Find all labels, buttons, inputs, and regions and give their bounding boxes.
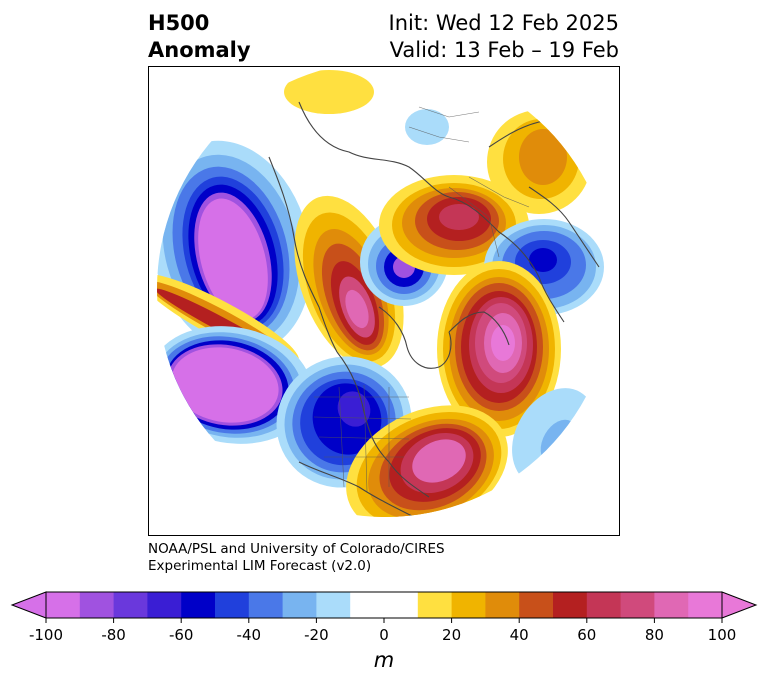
colorbar-tick-label: -40 xyxy=(237,626,262,644)
colorbar-swatch xyxy=(46,592,81,618)
colorbar-swatch xyxy=(79,592,115,618)
colorbar-tick-label: 60 xyxy=(577,626,596,644)
credit-line-2: Experimental LIM Forecast (v2.0) xyxy=(148,558,372,574)
colorbar-swatch xyxy=(147,592,182,618)
colorbar-swatch xyxy=(451,592,486,618)
credit-text: NOAA/PSL and University of Colorado/CIRE… xyxy=(148,541,445,575)
valid-range: Valid: 13 Feb – 19 Feb xyxy=(389,38,619,62)
colorbar-swatch xyxy=(384,592,419,618)
colorbar-swatch xyxy=(519,592,554,618)
colorbar-tick-label: -20 xyxy=(304,626,329,644)
init-date: Init: Wed 12 Feb 2025 xyxy=(388,11,619,35)
colorbar-unit: m xyxy=(373,648,395,672)
colorbar-swatch xyxy=(620,592,655,618)
colorbar-swatch xyxy=(553,592,588,618)
colorbar-tick-label: -60 xyxy=(169,626,194,644)
anomaly-field xyxy=(157,70,604,517)
credit-line-1: NOAA/PSL and University of Colorado/CIRE… xyxy=(148,541,445,557)
title-right: Init: Wed 12 Feb 2025 Valid: 13 Feb – 19… xyxy=(389,10,619,64)
colorbar-tick-label: 80 xyxy=(645,626,664,644)
colorbar-swatch xyxy=(113,592,148,618)
colorbar-swatch xyxy=(586,592,622,618)
positive-anomaly-east-europe xyxy=(487,110,591,214)
map-canvas xyxy=(157,70,604,517)
positive-anomaly-se-us xyxy=(346,405,508,517)
colorbar-swatch xyxy=(350,592,385,618)
anomaly-map xyxy=(148,66,620,536)
colorbar: -100 -80 -60 -40 -20 0 20 40 60 80 100 xyxy=(10,591,758,644)
negative-anomaly-small xyxy=(405,109,449,145)
political-borders xyxy=(313,106,530,493)
colorbar-swatch xyxy=(181,592,216,618)
colorbar-swatch xyxy=(282,592,317,618)
colorbar-swatch xyxy=(417,592,453,618)
colorbar-min-arrow xyxy=(10,591,47,619)
colorbar-swatch xyxy=(688,592,723,618)
colorbar-swatch xyxy=(215,592,250,618)
title-anomaly: Anomaly xyxy=(148,38,251,62)
colorbar-tick-label: 100 xyxy=(708,626,737,644)
colorbar-swatch xyxy=(248,592,284,618)
colorbar-swatch xyxy=(316,592,351,618)
colorbar-tick-label: 0 xyxy=(379,626,389,644)
positive-anomaly-scandinavia xyxy=(379,175,529,275)
title-variable: H500 xyxy=(148,11,210,35)
colorbar-tick-label: 40 xyxy=(510,626,529,644)
colorbar-tick-label: 20 xyxy=(442,626,461,644)
colorbar-max-arrow xyxy=(721,591,758,619)
colorbar-swatch xyxy=(485,592,520,618)
colorbar-tick-label: -100 xyxy=(29,626,63,644)
positive-anomaly-n-atlantic xyxy=(437,261,561,437)
colorbar-tick-label: -80 xyxy=(101,626,126,644)
colorbar-swatch xyxy=(654,592,689,618)
positive-anomaly-top xyxy=(284,70,374,114)
title-left: H500 Anomaly xyxy=(148,10,251,64)
